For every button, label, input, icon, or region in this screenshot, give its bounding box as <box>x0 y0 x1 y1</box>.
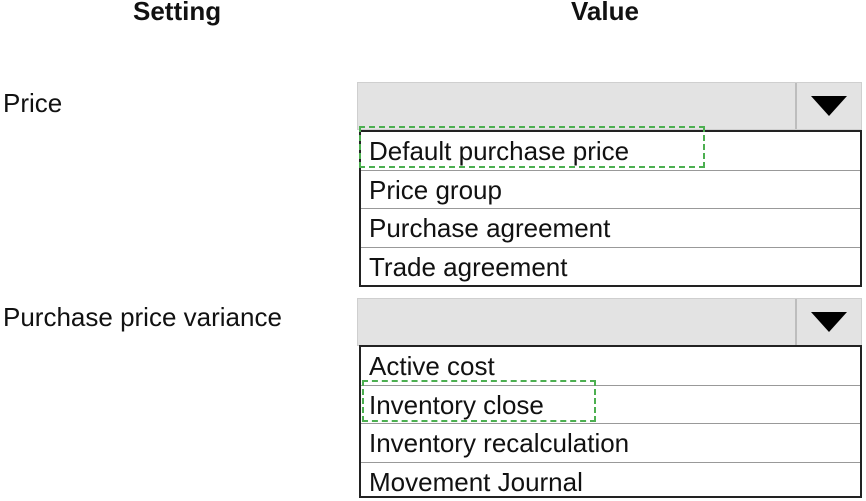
triangle-down-icon <box>811 96 847 116</box>
variance-dropdown[interactable] <box>357 298 862 346</box>
value-header: Value <box>571 0 639 27</box>
option-price-group[interactable]: Price group <box>361 171 860 210</box>
option-purchase-agreement[interactable]: Purchase agreement <box>361 209 860 248</box>
price-dropdown-button[interactable] <box>795 83 861 129</box>
option-default-purchase-price[interactable]: Default purchase price <box>361 132 860 171</box>
option-trade-agreement[interactable]: Trade agreement <box>361 248 860 287</box>
variance-options-list: Active cost Inventory close Inventory re… <box>359 345 862 498</box>
option-inventory-close[interactable]: Inventory close <box>361 386 860 425</box>
price-label: Price <box>3 88 62 119</box>
variance-dropdown-button[interactable] <box>795 299 861 345</box>
triangle-down-icon <box>811 312 847 332</box>
option-inventory-recalculation[interactable]: Inventory recalculation <box>361 424 860 463</box>
setting-header: Setting <box>133 0 221 27</box>
purchase-price-variance-label: Purchase price variance <box>3 302 282 333</box>
price-options-list: Default purchase price Price group Purch… <box>359 130 862 287</box>
price-dropdown[interactable] <box>357 82 862 130</box>
option-movement-journal[interactable]: Movement Journal <box>361 463 860 501</box>
option-active-cost[interactable]: Active cost <box>361 347 860 386</box>
